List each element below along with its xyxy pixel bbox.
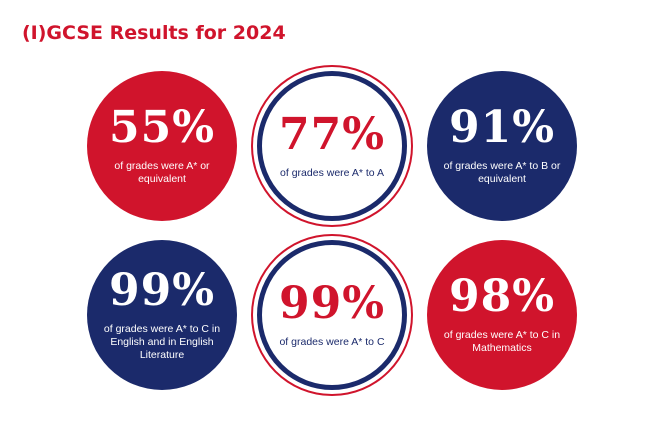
stat-circle-a-star-to-b: 91% of grades were A* to B or equivalent — [427, 71, 577, 221]
stat-value: 77% — [278, 108, 386, 160]
stat-description: of grades were A* to B or equivalent — [443, 160, 561, 185]
stat-description: of grades were A* or equivalent — [114, 160, 210, 185]
stat-description: of grades were A* to A — [280, 166, 384, 179]
stat-description: of grades were A* to C in English and in… — [103, 322, 221, 361]
stat-description: of grades were A* to C — [279, 335, 385, 348]
stat-value: 55% — [108, 102, 216, 153]
stat-circle-a-star-to-a: 77% of grades were A* to A — [257, 71, 407, 221]
stat-circle-a-star: 55% of grades were A* or equivalent — [87, 71, 237, 221]
stat-value: 99% — [278, 277, 386, 329]
stat-description: of grades were A* to C in Mathematics — [443, 329, 561, 354]
stat-value: 99% — [108, 264, 216, 316]
stat-circle-mathematics: 98% of grades were A* to C in Mathematic… — [427, 240, 577, 390]
stat-circle-a-star-to-c: 99% of grades were A* to C — [257, 240, 407, 390]
stat-value: 98% — [448, 271, 556, 322]
stat-value: 91% — [448, 102, 556, 153]
page-title: (I)GCSE Results for 2024 — [22, 22, 286, 44]
stat-circle-english: 99% of grades were A* to C in English an… — [87, 240, 237, 390]
